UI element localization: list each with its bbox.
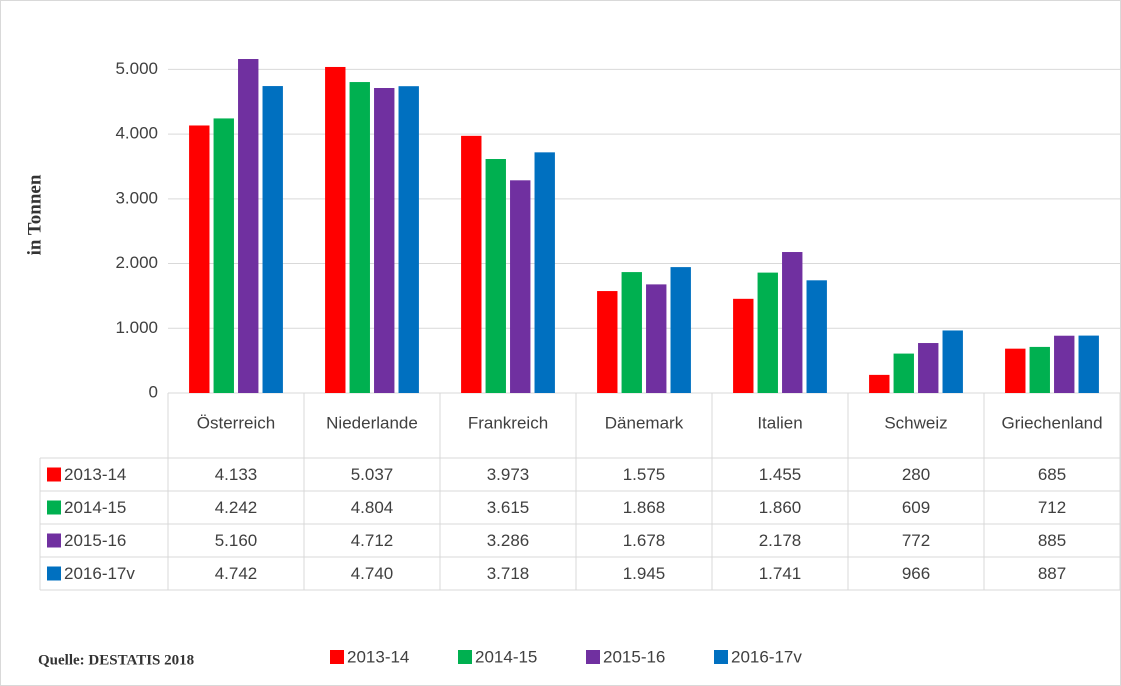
bar [806, 280, 827, 393]
x-tick-label: Niederlande [326, 413, 418, 432]
table-cell: 712 [1038, 498, 1066, 517]
bar [1078, 335, 1099, 393]
table-cell: 1.678 [623, 531, 666, 550]
bar [189, 125, 210, 394]
table-cell: 4.804 [351, 498, 394, 517]
table-row-label: 2013-14 [64, 465, 126, 484]
table-cell: 887 [1038, 564, 1066, 583]
bar [942, 330, 963, 393]
x-tick-label: Griechenland [1001, 413, 1102, 432]
table-cell: 3.973 [487, 465, 530, 484]
bar [621, 272, 642, 393]
table-row-label: 2014-15 [64, 498, 126, 517]
bar [646, 284, 667, 393]
bar [349, 82, 370, 394]
table-cell: 1.455 [759, 465, 802, 484]
table-cell: 1.868 [623, 498, 666, 517]
table-cell: 3.718 [487, 564, 530, 583]
bar [893, 353, 914, 393]
y-tick-label: 4.000 [115, 124, 158, 143]
table-cell: 4.740 [351, 564, 394, 583]
bar [374, 88, 395, 393]
legend-label: 2015-16 [603, 647, 665, 666]
bar [262, 86, 283, 394]
bar [1005, 348, 1026, 393]
y-tick-label: 2.000 [115, 253, 158, 272]
y-tick-label: 5.000 [115, 59, 158, 78]
table-legend-key [47, 467, 61, 482]
bar [597, 291, 618, 393]
y-tick-label: 3.000 [115, 188, 158, 207]
table-cell: 5.037 [351, 465, 394, 484]
table-cell: 4.242 [215, 498, 258, 517]
bar [534, 152, 555, 393]
bar [398, 86, 419, 394]
bar [510, 180, 531, 393]
y-tick-label: 1.000 [115, 318, 158, 337]
table-row-label: 2015-16 [64, 531, 126, 550]
x-tick-label: Österreich [197, 413, 275, 432]
x-tick-label: Schweiz [884, 413, 947, 432]
table-row-label: 2016-17v [64, 564, 135, 583]
bar [1029, 346, 1050, 393]
table-legend-key [47, 566, 61, 581]
table-cell: 685 [1038, 465, 1066, 484]
table-cell: 4.742 [215, 564, 258, 583]
x-tick-label: Dänemark [605, 413, 684, 432]
table-cell: 2.178 [759, 531, 802, 550]
legend-key [714, 650, 728, 664]
bar [1054, 335, 1075, 393]
bar [733, 298, 754, 393]
legend-key [586, 650, 600, 664]
table-cell: 1.575 [623, 465, 666, 484]
legend-key [458, 650, 472, 664]
table-legend-key [47, 500, 61, 515]
y-axis-label: in Tonnen [24, 174, 45, 255]
table-cell: 609 [902, 498, 930, 517]
table-cell: 4.133 [215, 465, 258, 484]
x-tick-label: Frankreich [468, 413, 548, 432]
bar [757, 272, 778, 393]
bar [325, 66, 346, 394]
table-cell: 1.741 [759, 564, 802, 583]
table-cell: 1.860 [759, 498, 802, 517]
table-cell: 966 [902, 564, 930, 583]
table-cell: 5.160 [215, 531, 258, 550]
table-cell: 280 [902, 465, 930, 484]
bar [238, 59, 259, 394]
legend-label: 2013-14 [347, 647, 409, 666]
table-cell: 1.945 [623, 564, 666, 583]
bar [918, 343, 939, 393]
source: Quelle: DESTATIS 2018 [38, 652, 194, 668]
bar [869, 374, 890, 393]
y-tick-label: 0 [149, 382, 158, 401]
table-cell: 885 [1038, 531, 1066, 550]
bar [461, 135, 482, 393]
table-cell: 3.615 [487, 498, 530, 517]
legend-key [330, 650, 344, 664]
bar [213, 118, 234, 393]
bar [485, 159, 506, 393]
table-legend-key [47, 533, 61, 548]
legend-label: 2016-17v [731, 647, 802, 666]
table-cell: 4.712 [351, 531, 394, 550]
bar [670, 267, 691, 393]
table-cell: 772 [902, 531, 930, 550]
legend-label: 2014-15 [475, 647, 537, 666]
bar [782, 252, 803, 393]
x-tick-label: Italien [757, 413, 802, 432]
table-cell: 3.286 [487, 531, 530, 550]
